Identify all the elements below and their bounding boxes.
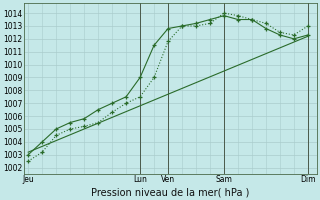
X-axis label: Pression niveau de la mer( hPa ): Pression niveau de la mer( hPa ): [91, 187, 250, 197]
